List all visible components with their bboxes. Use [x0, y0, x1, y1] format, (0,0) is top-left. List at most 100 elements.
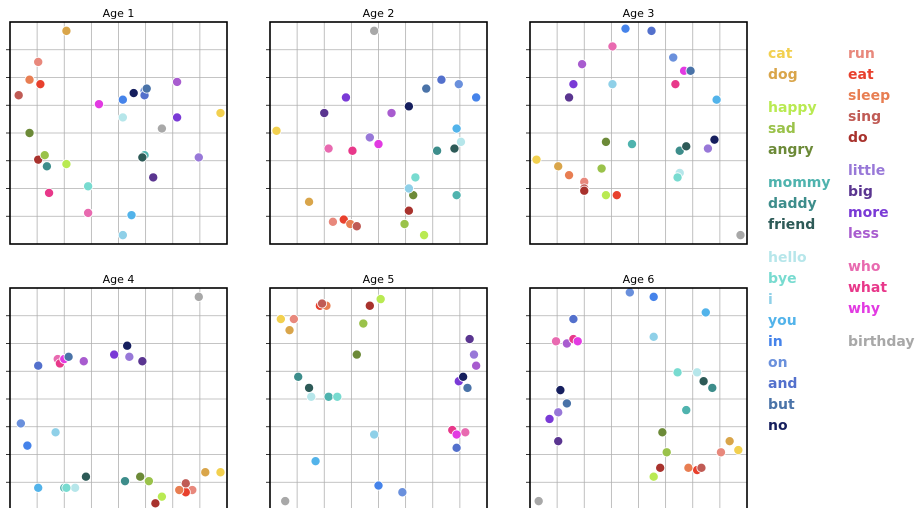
point-sad — [596, 163, 607, 174]
point-birthday — [369, 25, 380, 36]
point-but — [63, 351, 74, 362]
point-angry — [24, 127, 35, 138]
point-who — [323, 143, 334, 154]
point-but — [561, 398, 572, 409]
legend-item-daddy: daddy — [768, 196, 817, 212]
panel-title: Age 4 — [103, 273, 135, 286]
point-sleep — [683, 462, 694, 473]
point-run — [327, 216, 338, 227]
panel-4: Age 4 — [6, 273, 228, 508]
point-bye — [61, 482, 72, 493]
point-mommy — [681, 405, 692, 416]
point-who — [83, 207, 94, 218]
point-eat — [611, 190, 622, 201]
point-sing — [317, 298, 328, 309]
legend-item-why: why — [848, 301, 881, 317]
panel-2: Age 2 — [266, 7, 488, 245]
point-i — [648, 331, 659, 342]
point-daddy — [432, 145, 443, 156]
point-why — [451, 429, 462, 440]
point-daddy — [293, 371, 304, 382]
point-cat — [733, 445, 744, 456]
panel-6: Age 6 — [526, 273, 748, 508]
point-sleep — [564, 170, 575, 181]
point-what — [347, 145, 358, 156]
point-mommy — [451, 190, 462, 201]
point-more — [340, 92, 351, 103]
point-happy — [419, 230, 430, 241]
point-do — [655, 462, 666, 473]
point-birthday — [193, 291, 204, 302]
point-eat — [35, 79, 46, 90]
point-bye — [83, 181, 94, 192]
point-in — [648, 291, 659, 302]
legend-item-more: more — [848, 205, 889, 221]
point-and — [33, 360, 44, 371]
panel-frame — [269, 287, 488, 508]
point-sad — [143, 476, 154, 487]
point-in — [471, 92, 482, 103]
point-cat — [271, 125, 282, 136]
point-why — [93, 99, 104, 110]
point-i — [607, 79, 618, 90]
panel-title: Age 3 — [623, 7, 655, 20]
point-no — [458, 371, 469, 382]
point-happy — [600, 190, 611, 201]
legend-item-hello: hello — [768, 250, 807, 266]
point-friend — [80, 471, 91, 482]
point-mommy — [323, 391, 334, 402]
point-do — [364, 300, 375, 311]
legend-item-sing: sing — [848, 109, 882, 125]
point-run — [33, 56, 44, 67]
point-cat — [531, 154, 542, 165]
point-mommy — [626, 139, 637, 150]
point-little — [124, 351, 135, 362]
point-more — [544, 413, 555, 424]
panel-frame — [9, 21, 228, 245]
legend-item-dog: dog — [768, 67, 798, 83]
point-less — [577, 59, 588, 70]
point-and — [451, 442, 462, 453]
point-daddy — [120, 476, 131, 487]
point-no — [128, 88, 139, 99]
point-no — [403, 101, 414, 112]
point-birthday — [735, 230, 746, 241]
point-angry — [657, 427, 668, 438]
panel-title: Age 5 — [363, 273, 395, 286]
point-i — [117, 230, 128, 241]
legend-item-birthday: birthday — [848, 334, 915, 350]
point-daddy — [41, 161, 52, 172]
point-dog — [304, 196, 315, 207]
point-sing — [13, 90, 24, 101]
point-but — [462, 382, 473, 393]
point-but — [685, 65, 696, 76]
legend-item-but: but — [768, 397, 795, 413]
point-angry — [600, 136, 611, 147]
point-no — [122, 340, 133, 351]
point-cat — [215, 467, 226, 478]
point-who — [460, 427, 471, 438]
point-bye — [332, 391, 343, 402]
point-but — [421, 83, 432, 94]
point-who — [551, 336, 562, 347]
legend-item-i: i — [768, 292, 773, 308]
point-sing — [351, 221, 362, 232]
point-on — [453, 79, 464, 90]
point-you — [126, 210, 137, 221]
point-in — [117, 94, 128, 105]
legend-item-little: little — [848, 163, 886, 179]
point-birthday — [156, 123, 167, 134]
panel-frame — [529, 287, 748, 508]
point-friend — [698, 376, 709, 387]
legend-item-bye: bye — [768, 271, 797, 287]
panel-frame — [269, 21, 488, 245]
point-sad — [358, 318, 369, 329]
point-no — [709, 134, 720, 145]
point-you — [310, 456, 321, 467]
point-big — [553, 436, 564, 447]
point-and — [568, 314, 579, 325]
legend-item-sleep: sleep — [848, 88, 891, 104]
point-on — [668, 52, 679, 63]
point-and — [436, 74, 447, 85]
point-less — [386, 108, 397, 119]
